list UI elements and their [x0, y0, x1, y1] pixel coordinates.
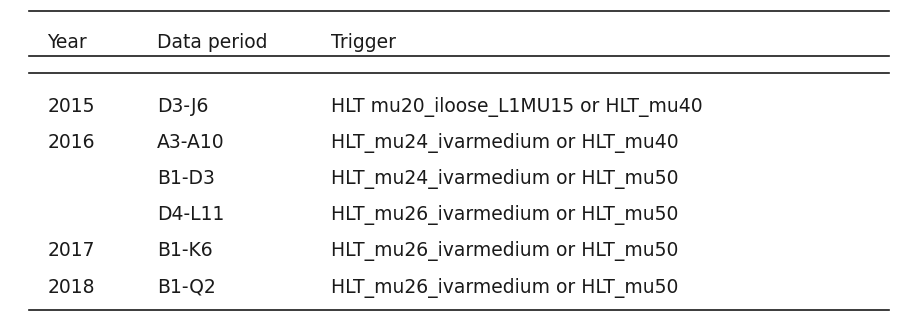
Text: 2017: 2017: [47, 242, 95, 260]
Text: B1-K6: B1-K6: [157, 242, 213, 260]
Text: B1-D3: B1-D3: [157, 169, 215, 188]
Text: Data period: Data period: [157, 33, 267, 52]
Text: Trigger: Trigger: [330, 33, 396, 52]
Text: D4-L11: D4-L11: [157, 205, 224, 224]
Text: B1-Q2: B1-Q2: [157, 278, 216, 297]
Text: HLT_mu26_ivarmedium or HLT_mu50: HLT_mu26_ivarmedium or HLT_mu50: [330, 205, 678, 225]
Text: 2015: 2015: [47, 97, 95, 116]
Text: 2018: 2018: [47, 278, 95, 297]
Text: HLT_mu26_ivarmedium or HLT_mu50: HLT_mu26_ivarmedium or HLT_mu50: [330, 242, 678, 261]
Text: HLT mu20_iloose_L1MU15 or HLT_mu40: HLT mu20_iloose_L1MU15 or HLT_mu40: [330, 97, 702, 117]
Text: HLT_mu24_ivarmedium or HLT_mu40: HLT_mu24_ivarmedium or HLT_mu40: [330, 133, 678, 153]
Text: 2016: 2016: [47, 133, 95, 152]
Text: A3-A10: A3-A10: [157, 133, 225, 152]
Text: HLT_mu26_ivarmedium or HLT_mu50: HLT_mu26_ivarmedium or HLT_mu50: [330, 278, 678, 298]
Text: HLT_mu24_ivarmedium or HLT_mu50: HLT_mu24_ivarmedium or HLT_mu50: [330, 169, 678, 189]
Text: Year: Year: [47, 33, 87, 52]
Text: D3-J6: D3-J6: [157, 97, 208, 116]
